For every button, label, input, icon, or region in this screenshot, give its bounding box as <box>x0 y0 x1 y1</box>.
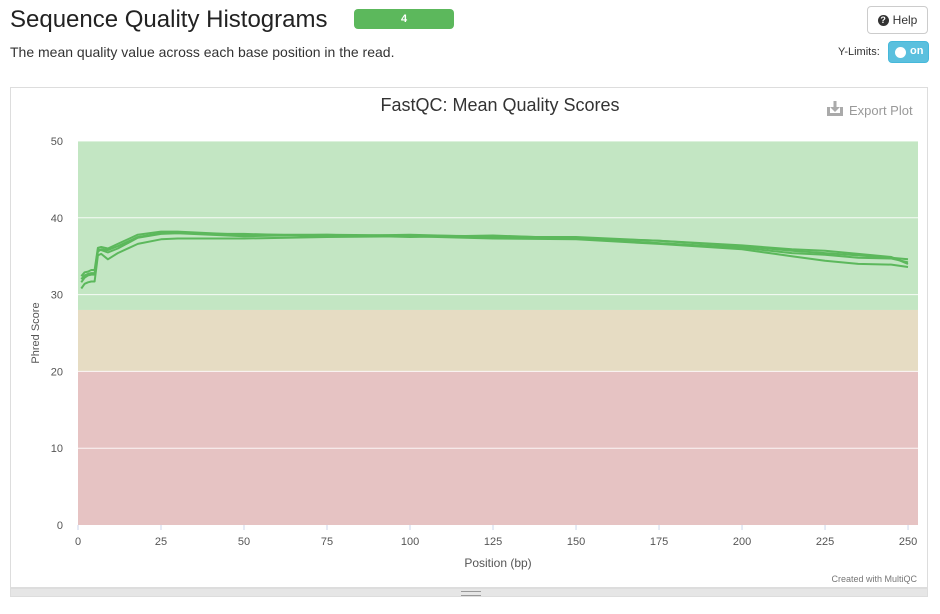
ylimits-toggle[interactable]: on <box>888 41 929 63</box>
series-line[interactable] <box>80 232 909 280</box>
ylimits-label: Y-Limits: <box>838 46 880 58</box>
x-tick-label: 150 <box>567 536 585 548</box>
y-tick-label: 10 <box>51 443 63 455</box>
grip-icon <box>461 591 481 596</box>
y-axis-label: Phred Score <box>30 302 42 363</box>
plot-container <box>10 87 928 588</box>
toggle-label: on <box>910 45 924 57</box>
x-tick-label: 200 <box>733 536 751 548</box>
created-with-credit: Created with MultiQC <box>831 574 917 584</box>
x-tick-label: 0 <box>75 536 81 548</box>
status-badge: 4 <box>354 9 454 29</box>
question-circle-icon: ? <box>877 14 889 26</box>
x-tick-label: 25 <box>155 536 167 548</box>
y-tick-label: 40 <box>51 213 63 225</box>
page-title: Sequence Quality Histograms <box>10 6 328 33</box>
x-tick-label: 75 <box>321 536 333 548</box>
x-tick-label: 175 <box>650 536 668 548</box>
x-tick-label: 125 <box>484 536 502 548</box>
plot-resize-handle[interactable] <box>10 588 928 597</box>
chart-title: FastQC: Mean Quality Scores <box>380 95 619 115</box>
x-tick-label: 225 <box>816 536 834 548</box>
series-line[interactable] <box>80 235 909 290</box>
download-icon <box>827 101 843 116</box>
y-tick-label: 50 <box>51 136 63 148</box>
toggle-knob <box>895 47 906 58</box>
export-plot-label: Export Plot <box>849 103 913 118</box>
export-plot-button[interactable]: Export Plot <box>827 101 913 118</box>
help-button[interactable]: ? Help <box>867 6 928 34</box>
x-tick-label: 250 <box>899 536 917 548</box>
x-axis-label: Position (bp) <box>464 556 531 570</box>
y-tick-label: 0 <box>57 520 63 532</box>
y-tick-label: 20 <box>51 366 63 378</box>
help-label: Help <box>892 13 918 27</box>
band-good <box>78 141 918 310</box>
x-tick-label: 100 <box>401 536 419 548</box>
x-tick-label: 50 <box>238 536 250 548</box>
y-tick-label: 30 <box>51 290 63 302</box>
band-warning <box>78 309 918 372</box>
section-description: The mean quality value across each base … <box>10 44 395 60</box>
